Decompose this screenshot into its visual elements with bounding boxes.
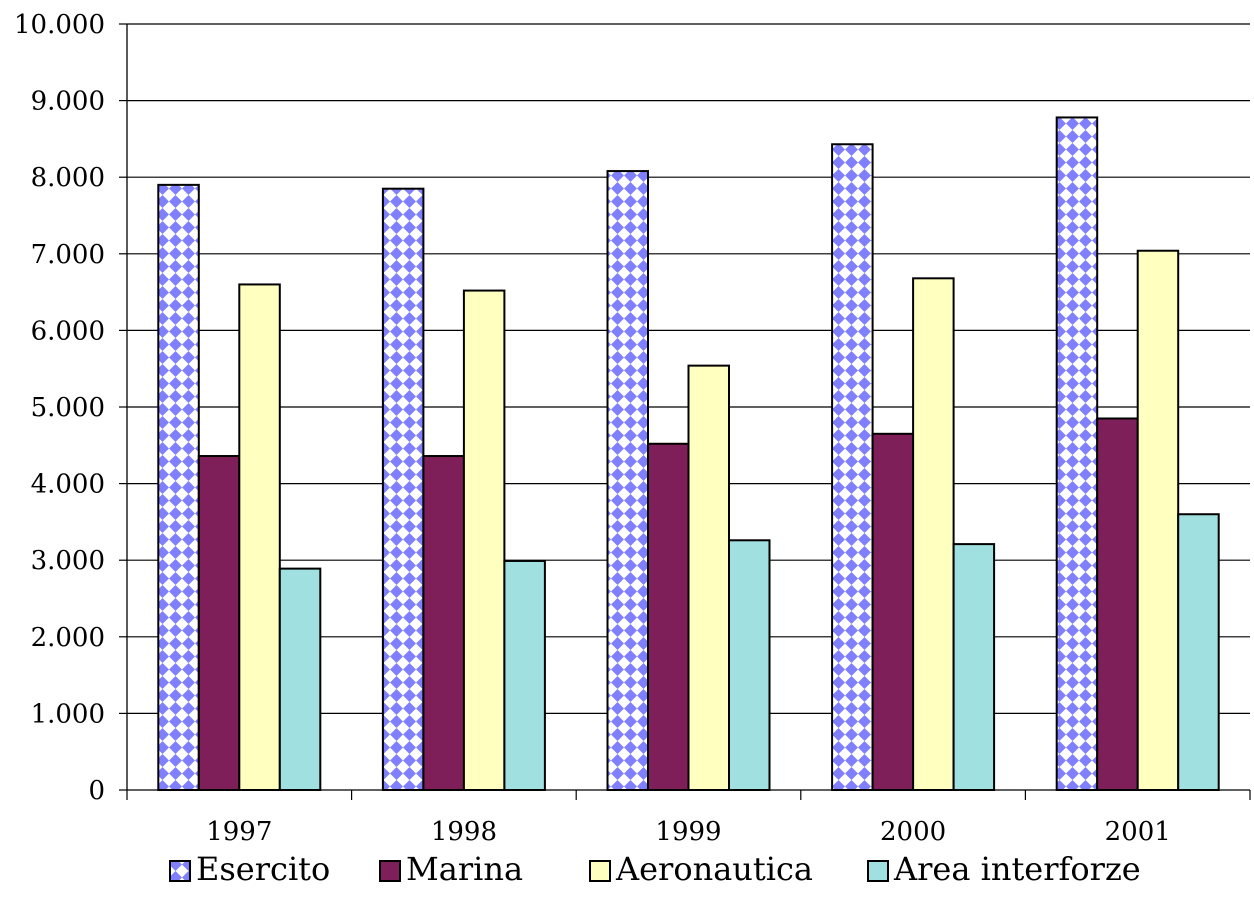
y-tick-label: 2.000 xyxy=(31,623,105,653)
bar-area-interforze xyxy=(728,539,771,791)
y-tick-label: 5.000 xyxy=(31,393,105,423)
legend-swatch-aeronautica xyxy=(589,860,611,882)
legend-swatch-marina xyxy=(379,860,401,882)
x-tick-label: 2000 xyxy=(880,817,946,847)
y-tick-label: 4.000 xyxy=(31,470,105,500)
bar-esercito xyxy=(1055,116,1099,791)
y-tick-labels: 0 1.000 2.000 3.000 4.000 5.000 6.000 7.000 8.00… xyxy=(14,10,105,806)
legend: Esercito Marina Aeronautica Area interforze xyxy=(169,850,1141,888)
y-tick-label: 10.000 xyxy=(14,10,105,40)
legend-label: Aeronautica xyxy=(615,850,813,888)
y-tick-label: 8.000 xyxy=(31,163,105,193)
bars xyxy=(157,116,1220,792)
legend-label: Esercito xyxy=(196,850,330,888)
bar-aeronautica xyxy=(462,289,506,791)
bar-area-interforze xyxy=(1177,513,1220,791)
bar-marina xyxy=(422,455,465,791)
x-tick-label: 2001 xyxy=(1105,817,1171,847)
y-tick-label: 1.000 xyxy=(31,699,105,729)
bar-esercito xyxy=(606,170,649,791)
bar-marina xyxy=(647,442,690,791)
legend-swatch-area-interforze xyxy=(867,860,889,882)
bar-aeronautica xyxy=(912,277,955,791)
x-tick-label: 1997 xyxy=(206,817,272,847)
y-tick-label: 9.000 xyxy=(31,87,105,117)
bar-esercito xyxy=(157,183,200,792)
bar-area-interforze xyxy=(952,543,996,792)
y-tick-label: 3.000 xyxy=(31,546,105,576)
bar-marina xyxy=(197,455,241,791)
legend-swatch-esercito xyxy=(169,860,191,882)
x-tick-label: 1999 xyxy=(655,817,721,847)
legend-label: Area interforze xyxy=(893,850,1141,888)
y-tick-label: 7.000 xyxy=(31,240,105,270)
x-tick-label: 1998 xyxy=(431,817,497,847)
bar-marina xyxy=(1096,417,1139,791)
bar-aeronautica xyxy=(1136,249,1180,791)
bar-area-interforze xyxy=(278,567,322,791)
bar-esercito xyxy=(381,187,425,791)
bar-aeronautica xyxy=(238,283,281,791)
y-tick-label: 6.000 xyxy=(31,316,105,346)
y-tick-label: 0 xyxy=(88,776,105,806)
legend-label: Marina xyxy=(406,850,523,888)
bar-area-interforze xyxy=(503,559,546,791)
bar-esercito xyxy=(831,143,874,791)
bar-aeronautica xyxy=(687,364,730,791)
bar-marina xyxy=(871,432,915,791)
x-tick-labels: 1997 1998 1999 2000 2001 xyxy=(206,817,1171,847)
